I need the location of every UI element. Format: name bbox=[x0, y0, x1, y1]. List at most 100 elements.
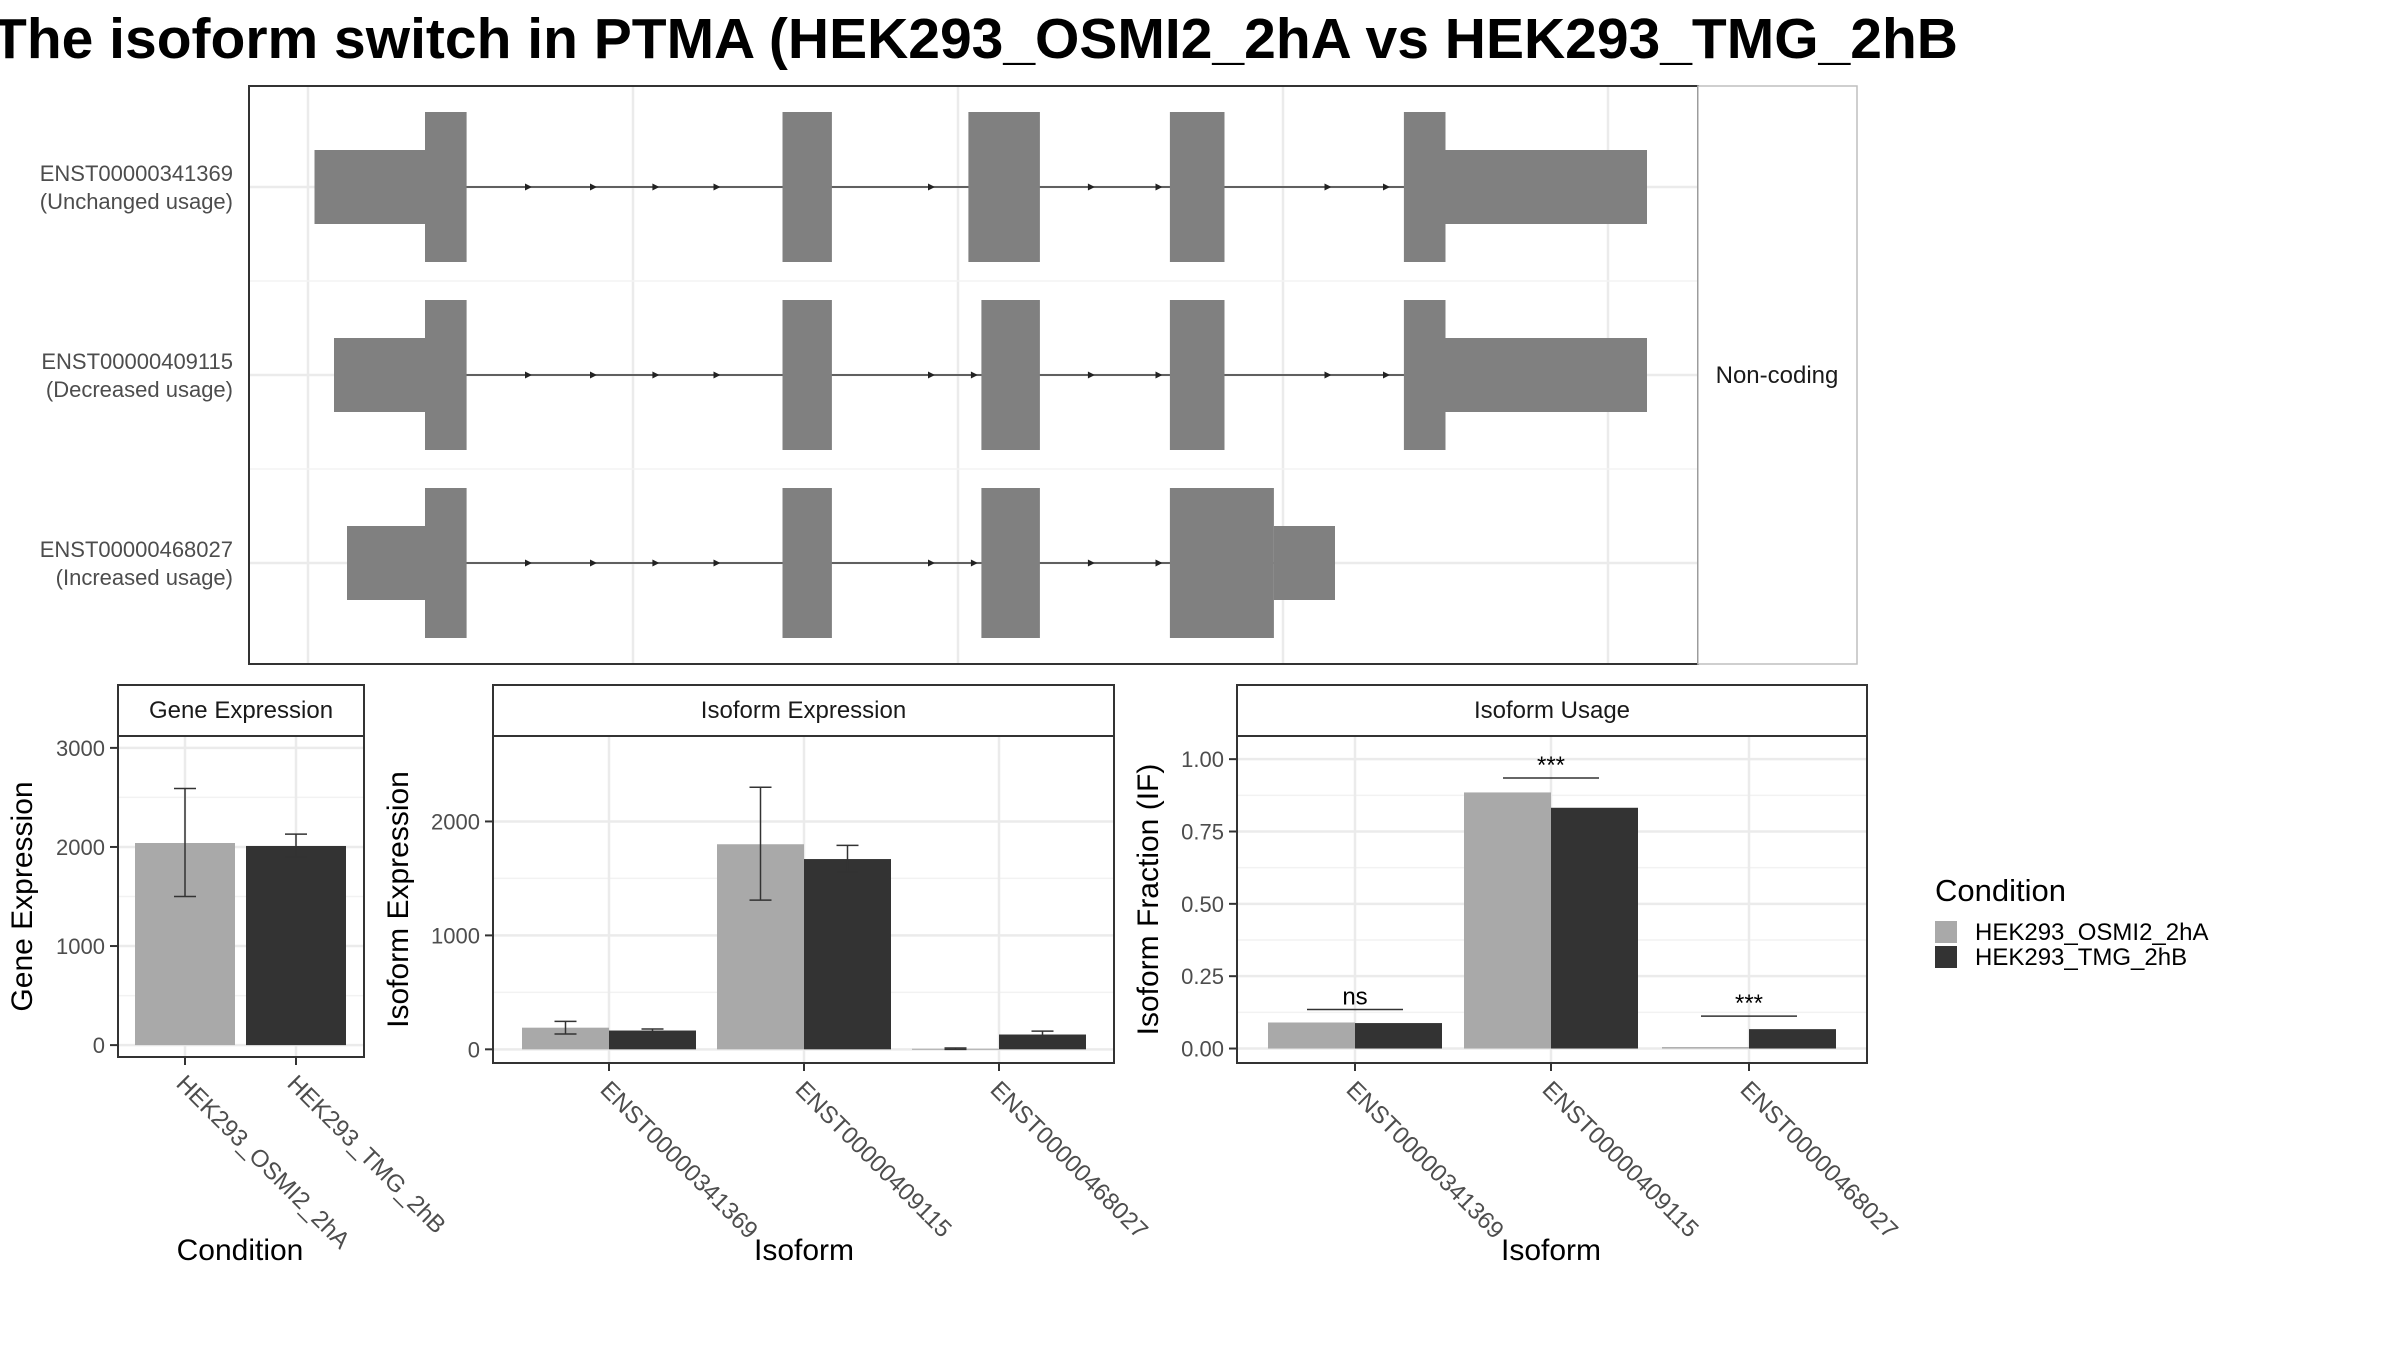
x-tick-label: ENST00000341369 bbox=[595, 1076, 763, 1244]
intron-arrow bbox=[1383, 371, 1390, 379]
utr-exon bbox=[314, 150, 425, 224]
intron-arrow bbox=[1087, 559, 1095, 567]
y-tick-label: 1.00 bbox=[1181, 747, 1224, 772]
gene-structure-panel: ENST00000341369 (Unchanged usage) ENST0000… bbox=[40, 85, 1858, 665]
y-tick-label: 1000 bbox=[56, 934, 105, 959]
structure-strip bbox=[1697, 85, 1858, 665]
utr-exon bbox=[1273, 526, 1335, 600]
y-tick-label: 0.75 bbox=[1181, 819, 1224, 844]
legend-title: Condition bbox=[1935, 873, 2066, 908]
transcript-id-label: ENST00000341369 bbox=[40, 161, 233, 186]
intron-arrow bbox=[1324, 183, 1332, 191]
coding-exon bbox=[425, 112, 467, 262]
x-tick-label: ENST00000341369 bbox=[1341, 1076, 1509, 1244]
x-tick-label: ENST00000468027 bbox=[1735, 1076, 1903, 1244]
significance-label: *** bbox=[1735, 990, 1763, 1017]
coding-exon bbox=[1403, 300, 1446, 450]
intron-arrow bbox=[1324, 371, 1332, 379]
bar bbox=[609, 1030, 696, 1050]
utr-exon bbox=[1445, 150, 1647, 224]
bar bbox=[1551, 807, 1638, 1049]
bar bbox=[1355, 1023, 1442, 1049]
intron-arrow bbox=[1383, 183, 1390, 191]
y-axis-label: Gene Expression bbox=[6, 781, 39, 1011]
legend-swatch bbox=[1935, 921, 1957, 943]
x-axis-label: Isoform bbox=[1501, 1234, 1601, 1267]
intron-arrow bbox=[1155, 183, 1163, 191]
bar bbox=[1749, 1029, 1836, 1049]
bar bbox=[522, 1027, 609, 1050]
utr-exon bbox=[1445, 338, 1647, 412]
y-tick-label: 0.00 bbox=[1181, 1037, 1224, 1062]
y-tick-label: 0 bbox=[468, 1037, 480, 1062]
panel-strip bbox=[117, 684, 365, 737]
intron-arrow bbox=[928, 371, 935, 379]
bar bbox=[804, 859, 891, 1050]
x-tick-label: ENST00000468027 bbox=[985, 1076, 1153, 1244]
isoform-usage-panel: ns *** *** Isoform Usage 0.00 0.25 0.50 0.75 1.0… bbox=[1132, 684, 1903, 1267]
intron-arrow bbox=[652, 559, 660, 567]
transcript-status-label: (Increased usage) bbox=[56, 565, 233, 590]
x-axis-label: Condition bbox=[177, 1234, 304, 1267]
y-tick-label: 2000 bbox=[56, 835, 105, 860]
intron-arrow bbox=[525, 183, 532, 191]
bar bbox=[999, 1034, 1086, 1050]
y-tick-label: 1000 bbox=[431, 923, 480, 948]
utr-exon bbox=[347, 526, 425, 600]
legend-swatch bbox=[1935, 946, 1957, 968]
transcript-id-label: ENST00000468027 bbox=[40, 537, 233, 562]
intron-arrow bbox=[713, 183, 721, 191]
panel-title: Gene Expression bbox=[149, 697, 333, 724]
intron-arrow bbox=[590, 371, 597, 379]
coding-exon bbox=[1169, 112, 1225, 262]
x-tick-label: ENST00000409115 bbox=[790, 1076, 957, 1243]
intron-arrow bbox=[590, 183, 597, 191]
figure-title: The isoform switch in PTMA (HEK293_OSMI2… bbox=[0, 7, 1958, 71]
intron-arrow bbox=[713, 559, 721, 567]
significance-label: *** bbox=[1537, 752, 1565, 779]
coding-exon bbox=[1403, 112, 1446, 262]
intron-arrow bbox=[970, 559, 978, 567]
y-tick-label: 0.50 bbox=[1181, 892, 1224, 917]
y-tick-label: 2000 bbox=[431, 809, 480, 834]
y-tick-label: 0 bbox=[93, 1033, 105, 1058]
panel-strip bbox=[492, 684, 1115, 737]
intron-arrow bbox=[1087, 183, 1095, 191]
coding-exon bbox=[425, 488, 467, 638]
panel-title: Isoform Usage bbox=[1474, 697, 1630, 724]
bar bbox=[246, 845, 346, 1046]
significance-label: ns bbox=[1342, 983, 1367, 1010]
transcript-id-label: ENST00000409115 bbox=[41, 349, 233, 374]
y-tick-label: 0.25 bbox=[1181, 964, 1224, 989]
coding-exon bbox=[981, 300, 1040, 450]
y-axis-label: Isoform Expression bbox=[382, 771, 415, 1028]
coding-exon bbox=[1169, 488, 1274, 638]
intron-arrow bbox=[970, 371, 978, 379]
x-axis-label: Isoform bbox=[754, 1234, 854, 1267]
intron-arrow bbox=[1087, 371, 1095, 379]
coding-exon bbox=[1169, 300, 1225, 450]
intron-arrow bbox=[525, 559, 532, 567]
intron-arrow bbox=[590, 559, 597, 567]
intron-arrow bbox=[652, 183, 660, 191]
coding-exon bbox=[782, 112, 832, 262]
intron-arrow bbox=[928, 183, 935, 191]
transcript-status-label: (Decreased usage) bbox=[46, 377, 233, 402]
strip-label-non-coding: Non-coding bbox=[1716, 362, 1839, 389]
coding-exon bbox=[425, 300, 467, 450]
coding-exon bbox=[782, 488, 832, 638]
coding-exon bbox=[968, 112, 1040, 262]
transcript-status-label: (Unchanged usage) bbox=[40, 189, 233, 214]
utr-exon bbox=[334, 338, 425, 412]
coding-exon bbox=[782, 300, 832, 450]
legend-item-label: HEK293_OSMI2_2hA bbox=[1975, 919, 2208, 946]
intron-arrow bbox=[713, 371, 721, 379]
bar bbox=[1464, 792, 1551, 1049]
intron-arrow bbox=[928, 559, 935, 567]
panel-title: Isoform Expression bbox=[701, 697, 906, 724]
bar bbox=[1662, 1047, 1749, 1049]
coding-exon bbox=[981, 488, 1040, 638]
isoform-expression-panel: Isoform Expression 0 1000 2000 ENST000003413… bbox=[382, 684, 1153, 1267]
y-axis-label: Isoform Fraction (IF) bbox=[1132, 764, 1165, 1036]
